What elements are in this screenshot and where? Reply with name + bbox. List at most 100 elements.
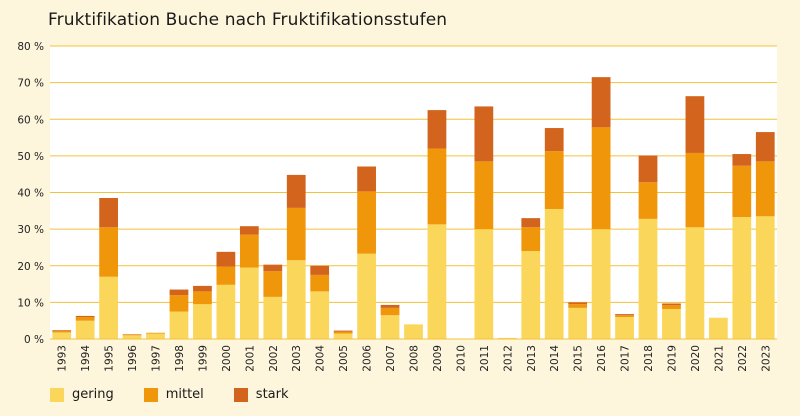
bar-stark-2015 <box>568 302 588 305</box>
x-tick-label: 2012 <box>502 345 514 372</box>
bar-mittel-2013 <box>521 227 541 252</box>
x-tick-label: 2002 <box>268 345 280 372</box>
bar-stark-1998 <box>169 289 189 296</box>
legend-label-stark: stark <box>255 387 289 402</box>
y-tick-label: 80 % <box>17 41 44 53</box>
bar-stark-2007 <box>380 304 400 308</box>
bar-stark-2002 <box>263 264 283 272</box>
x-tick-label: 2013 <box>526 345 538 372</box>
bar-stark-1993 <box>52 330 72 331</box>
x-tick-label: 2020 <box>690 345 702 372</box>
bar-gering-1997 <box>146 333 165 339</box>
x-tick-label: 2019 <box>666 345 678 372</box>
bar-gering-2009 <box>427 224 447 339</box>
x-tick-label: 1999 <box>197 345 209 372</box>
bar-gering-2004 <box>310 291 330 339</box>
x-tick-label: 2017 <box>620 345 632 372</box>
bar-gering-2008 <box>404 324 423 339</box>
bar-mittel-2006 <box>357 191 376 254</box>
bar-mittel-2001 <box>239 234 259 268</box>
x-tick-label: 1995 <box>104 345 116 372</box>
x-tick-label: 2007 <box>385 345 397 372</box>
bar-gering-2013 <box>521 251 541 339</box>
bar-stark-2013 <box>521 218 541 228</box>
bar-mittel-2002 <box>263 271 283 297</box>
legend-item-stark: stark <box>233 387 289 402</box>
bar-mittel-1997 <box>146 332 165 334</box>
bar-mittel-2009 <box>427 148 447 225</box>
bar-mittel-2007 <box>380 307 400 316</box>
x-tick-label: 2005 <box>338 345 350 372</box>
x-tick-label: 2022 <box>737 345 749 372</box>
bar-mittel-2018 <box>638 182 658 219</box>
legend-item-gering: gering <box>50 387 114 402</box>
chart-title: Fruktifikation Buche nach Fruktifikation… <box>48 10 448 30</box>
x-tick-label: 1998 <box>174 345 186 372</box>
x-tick-label: 2010 <box>455 345 467 372</box>
legend-swatch-gering <box>50 387 64 402</box>
legend: gering mittel stark <box>50 387 289 402</box>
bar-stark-2023 <box>755 132 775 162</box>
bar-stark-2017 <box>615 314 634 316</box>
bar-gering-2011 <box>474 229 494 339</box>
bar-mittel-1995 <box>99 227 119 277</box>
bar-gering-2022 <box>732 217 752 339</box>
bar-gering-1993 <box>52 332 72 339</box>
bar-mittel-2005 <box>333 331 353 334</box>
y-tick-label: 40 % <box>17 188 44 200</box>
bar-mittel-2015 <box>568 304 588 308</box>
y-tick-label: 50 % <box>17 151 44 163</box>
y-tick-label: 0 % <box>24 334 44 346</box>
bar-mittel-2022 <box>732 165 752 218</box>
legend-label-mittel: mittel <box>165 387 204 402</box>
bar-stark-2000 <box>216 251 236 267</box>
bar-stark-2003 <box>286 174 306 208</box>
bar-stark-2004 <box>310 265 330 275</box>
legend-swatch-stark <box>233 387 248 402</box>
bar-stark-2005 <box>333 330 353 332</box>
bar-stark-1999 <box>193 285 212 292</box>
bar-mittel-2019 <box>662 305 681 309</box>
bar-stark-2014 <box>544 128 564 152</box>
x-tick-label: 2021 <box>713 345 725 372</box>
y-tick-label: 10 % <box>17 297 44 309</box>
bar-gering-2020 <box>685 227 705 339</box>
bar-mittel-2017 <box>615 315 634 318</box>
bar-mittel-2011 <box>474 161 494 230</box>
bar-mittel-2016 <box>591 127 611 230</box>
bar-gering-1996 <box>122 335 142 339</box>
bar-gering-2021 <box>708 317 728 339</box>
bar-gering-2005 <box>333 333 353 339</box>
bar-gering-2000 <box>216 284 236 339</box>
y-tick-label: 60 % <box>17 114 44 126</box>
bar-mittel-1996 <box>122 334 142 336</box>
x-tick-label: 1997 <box>151 345 163 372</box>
bar-gering-1998 <box>169 311 189 339</box>
bar-stark-2006 <box>357 166 376 192</box>
x-tick-label: 2003 <box>291 345 303 372</box>
bar-stark-2001 <box>239 226 259 235</box>
x-tick-label: 2004 <box>315 345 327 372</box>
bar-gering-2003 <box>286 260 306 339</box>
y-tick-label: 70 % <box>17 78 44 90</box>
bar-gering-2018 <box>638 218 658 339</box>
bar-gering-2014 <box>544 208 564 339</box>
bar-mittel-1998 <box>169 295 189 312</box>
x-tick-label: 2011 <box>479 345 491 372</box>
x-tick-label: 2016 <box>596 345 608 372</box>
x-tick-label: 1996 <box>127 345 139 372</box>
bar-gering-2012 <box>497 337 517 339</box>
bar-mittel-1999 <box>193 291 212 305</box>
bar-stark-2019 <box>662 303 681 306</box>
y-tick-label: 30 % <box>17 224 44 236</box>
bar-mittel-2000 <box>216 266 236 285</box>
bar-stark-2022 <box>732 154 752 166</box>
bar-stark-2011 <box>474 106 494 162</box>
bar-gering-2019 <box>662 308 681 339</box>
bar-gering-2016 <box>591 229 611 339</box>
bar-mittel-1993 <box>52 330 72 333</box>
bar-gering-2006 <box>357 253 376 339</box>
x-tick-label: 2014 <box>549 345 561 372</box>
bar-gering-2017 <box>615 317 634 339</box>
